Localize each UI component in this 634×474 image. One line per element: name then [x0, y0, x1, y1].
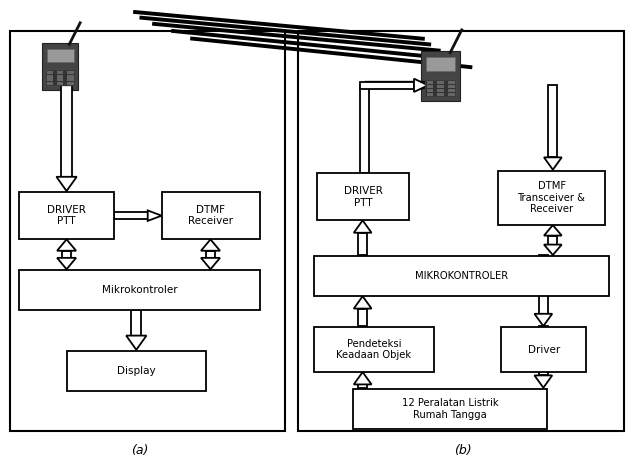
Bar	[448, 89, 455, 92]
Bar	[427, 85, 433, 88]
Polygon shape	[206, 251, 215, 258]
Text: DRIVER
PTT: DRIVER PTT	[47, 205, 86, 227]
Polygon shape	[56, 177, 77, 191]
Bar	[67, 75, 74, 78]
Polygon shape	[57, 239, 76, 251]
Text: Driver: Driver	[527, 345, 560, 355]
Text: Pendeteksi
Keadaan Objek: Pendeteksi Keadaan Objek	[337, 339, 411, 360]
Bar	[427, 81, 433, 84]
Bar	[353, 389, 547, 429]
Polygon shape	[62, 251, 71, 258]
Polygon shape	[544, 157, 562, 170]
Text: (a): (a)	[131, 445, 148, 457]
Polygon shape	[57, 258, 76, 269]
Bar	[317, 173, 409, 220]
Polygon shape	[114, 212, 148, 219]
Text: MIKROKONTROLER: MIKROKONTROLER	[415, 271, 508, 281]
Bar	[67, 351, 206, 391]
Bar	[57, 71, 63, 74]
Bar	[498, 171, 605, 225]
Bar	[162, 192, 260, 239]
Bar	[46, 70, 75, 86]
Bar	[437, 89, 444, 92]
Polygon shape	[354, 372, 372, 384]
Bar	[298, 31, 624, 431]
Bar	[448, 85, 455, 88]
Bar	[314, 256, 609, 296]
Polygon shape	[539, 326, 548, 375]
Bar	[57, 79, 63, 82]
Bar	[422, 51, 460, 100]
Bar	[57, 82, 63, 85]
Bar	[67, 71, 74, 74]
Polygon shape	[414, 79, 428, 92]
Polygon shape	[360, 85, 369, 173]
Bar	[67, 79, 74, 82]
Polygon shape	[539, 255, 548, 314]
Polygon shape	[548, 85, 557, 157]
Bar	[427, 93, 433, 96]
Bar	[10, 31, 285, 431]
Bar	[426, 57, 455, 71]
Polygon shape	[544, 225, 562, 236]
Polygon shape	[358, 384, 367, 388]
Bar	[448, 93, 455, 96]
Bar	[427, 89, 433, 92]
Bar	[425, 80, 456, 97]
Polygon shape	[131, 310, 141, 336]
Polygon shape	[354, 220, 372, 233]
Bar	[67, 82, 74, 85]
Bar	[437, 81, 444, 84]
Polygon shape	[548, 236, 557, 245]
Polygon shape	[354, 296, 372, 309]
Bar	[47, 75, 53, 78]
Polygon shape	[201, 239, 220, 251]
Text: DTMF
Receiver: DTMF Receiver	[188, 205, 233, 227]
Polygon shape	[126, 336, 146, 350]
Bar	[19, 270, 260, 310]
Polygon shape	[534, 375, 552, 388]
Text: Mikrokontroler: Mikrokontroler	[101, 285, 178, 295]
Polygon shape	[358, 309, 367, 326]
Bar	[437, 93, 444, 96]
Polygon shape	[360, 82, 414, 89]
Polygon shape	[534, 314, 552, 326]
Bar	[314, 327, 434, 372]
Bar	[47, 71, 53, 74]
Text: DRIVER
PTT: DRIVER PTT	[344, 186, 382, 208]
Polygon shape	[148, 210, 162, 221]
Bar	[19, 192, 114, 239]
Text: DTMF
Transceiver &
Receiver: DTMF Transceiver & Receiver	[517, 181, 586, 215]
Text: Display: Display	[117, 366, 155, 376]
Bar	[47, 79, 53, 82]
Bar	[437, 85, 444, 88]
Bar	[501, 327, 586, 372]
Text: (b): (b)	[454, 445, 472, 457]
Bar	[47, 48, 74, 62]
Bar	[42, 43, 79, 90]
Bar	[57, 75, 63, 78]
Polygon shape	[544, 245, 562, 255]
Bar	[448, 81, 455, 84]
Bar	[47, 82, 53, 85]
Polygon shape	[201, 258, 220, 269]
Polygon shape	[358, 233, 367, 255]
Text: 12 Peralatan Listrik
Rumah Tangga: 12 Peralatan Listrik Rumah Tangga	[401, 398, 498, 419]
Polygon shape	[61, 78, 72, 177]
